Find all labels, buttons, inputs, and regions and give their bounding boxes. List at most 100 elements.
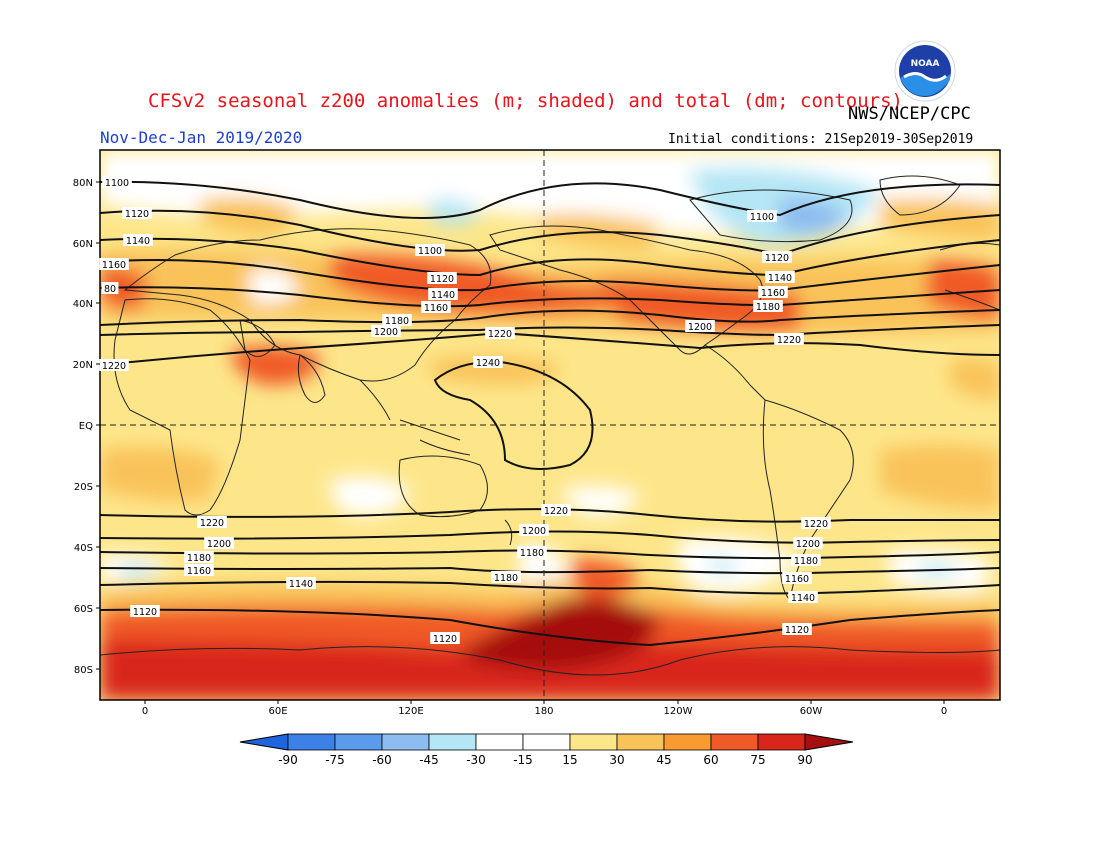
contour-label-bg bbox=[541, 504, 571, 516]
colorbar-swatch bbox=[757, 733, 806, 751]
contour-label-bg bbox=[430, 632, 460, 644]
colorbar-arrow-right bbox=[804, 733, 854, 751]
lat-label: 20S bbox=[74, 482, 93, 493]
contour-label-bg bbox=[197, 516, 227, 528]
colorbar-label: 60 bbox=[703, 753, 718, 767]
contour-label-bg bbox=[765, 271, 795, 283]
contour-label: 1100 bbox=[418, 246, 442, 257]
contour-label-bg bbox=[286, 577, 316, 589]
colorbar-swatch bbox=[522, 733, 571, 751]
contour-label: 1120 bbox=[133, 607, 157, 618]
colorbar-label: 75 bbox=[750, 753, 765, 767]
lon-label: 60E bbox=[268, 706, 287, 717]
initial-conditions: Initial conditions: 21Sep2019-30Sep2019 bbox=[668, 132, 974, 147]
contour-label-bg bbox=[485, 327, 515, 339]
contour-label-bg bbox=[774, 333, 804, 345]
lon-label: 120W bbox=[664, 706, 693, 717]
contour-label: 1120 bbox=[430, 274, 454, 285]
colorbar-swatch bbox=[663, 733, 712, 751]
colorbar-swatch bbox=[381, 733, 430, 751]
contour-label-bg bbox=[122, 207, 152, 219]
colorbar-label: -90 bbox=[278, 753, 298, 767]
contour-label: 1220 bbox=[777, 335, 801, 346]
contour-label-bg bbox=[428, 288, 458, 300]
contour-label: 1200 bbox=[374, 327, 398, 338]
contour-label: 1140 bbox=[126, 236, 150, 247]
contour-label: 1160 bbox=[102, 260, 126, 271]
lon-label: 0 bbox=[941, 706, 947, 717]
contour-label-bg bbox=[415, 244, 445, 256]
colorbar-swatch bbox=[616, 733, 665, 751]
contour-label: 1220 bbox=[804, 519, 828, 530]
contour-label-bg bbox=[102, 176, 132, 188]
agency-label: NWS/NCEP/CPC bbox=[848, 104, 971, 124]
colorbar-label: 30 bbox=[609, 753, 624, 767]
colorbar-label: 15 bbox=[562, 753, 577, 767]
lat-label: 40S bbox=[74, 543, 93, 554]
contour-label: 1200 bbox=[688, 322, 712, 333]
contour-label: 1140 bbox=[768, 273, 792, 284]
colorbar-label: -15 bbox=[513, 753, 533, 767]
contour-label-bg bbox=[99, 258, 129, 270]
contour-label-bg bbox=[101, 282, 119, 294]
contour-label: 1220 bbox=[102, 361, 126, 372]
contour-label: 1180 bbox=[520, 548, 544, 559]
lat-label: 60N bbox=[73, 239, 93, 250]
lon-label: 120E bbox=[398, 706, 423, 717]
contour-label: 1220 bbox=[488, 329, 512, 340]
contour-label-bg bbox=[747, 210, 777, 222]
colorbar-swatch bbox=[475, 733, 524, 751]
contour-label: 1120 bbox=[433, 634, 457, 645]
contour-label: 1140 bbox=[791, 593, 815, 604]
contour-label: 1100 bbox=[750, 212, 774, 223]
contour-label: 1220 bbox=[544, 506, 568, 517]
contour-label-bg bbox=[184, 551, 214, 563]
contour-label-bg bbox=[519, 524, 549, 536]
contour-label: 1140 bbox=[431, 290, 455, 301]
lat-label: EQ bbox=[79, 421, 93, 432]
contour-label-bg bbox=[753, 300, 783, 312]
colorbar-label: 45 bbox=[656, 753, 671, 767]
contour-label-bg bbox=[371, 325, 401, 337]
contour-label-bg bbox=[517, 546, 547, 558]
contour-label-bg bbox=[427, 272, 457, 284]
lat-label: 80S bbox=[74, 665, 93, 676]
map-title: CFSv2 seasonal z200 anomalies (m; shaded… bbox=[148, 90, 903, 112]
contour-label: 1120 bbox=[785, 625, 809, 636]
contour-label: 1180 bbox=[494, 573, 518, 584]
colorbar-label: -45 bbox=[419, 753, 439, 767]
lon-label: 180 bbox=[534, 706, 553, 717]
lon-label: 0 bbox=[142, 706, 148, 717]
lat-label: 20N bbox=[73, 360, 93, 371]
contour-label: 1160 bbox=[424, 303, 448, 314]
contour-label: 1180 bbox=[385, 316, 409, 327]
colorbar-swatch bbox=[334, 733, 383, 751]
contour-label: 80 bbox=[104, 284, 116, 295]
latitude-labels: 80N 60N 40N 20N EQ 20S 40S 60S 80S bbox=[73, 178, 100, 676]
colorbar-swatch bbox=[428, 733, 477, 751]
forecast-period: Nov-Dec-Jan 2019/2020 bbox=[100, 128, 303, 147]
contour-label: 1200 bbox=[522, 526, 546, 537]
colorbar-arrow-left bbox=[239, 733, 289, 751]
contour-label-bg bbox=[491, 571, 521, 583]
colorbar-swatch bbox=[569, 733, 618, 751]
contour-label: 1180 bbox=[794, 556, 818, 567]
contour-label-bg bbox=[791, 554, 821, 566]
contour-label-bg bbox=[782, 623, 812, 635]
contour-label: 1160 bbox=[187, 566, 211, 577]
noaa-logo-text: NOAA bbox=[911, 59, 940, 69]
contour-label: 1160 bbox=[761, 288, 785, 299]
contour-label-bg bbox=[801, 517, 831, 529]
colorbar-label: 90 bbox=[797, 753, 812, 767]
contour-label: 1180 bbox=[756, 302, 780, 313]
contour-label: 1220 bbox=[200, 518, 224, 529]
contour-label-bg bbox=[421, 301, 451, 313]
colorbar-swatch bbox=[287, 733, 336, 751]
contour-label: 1200 bbox=[207, 539, 231, 550]
contour-label-bg bbox=[685, 320, 715, 332]
contour-label-bg bbox=[762, 251, 792, 263]
lat-label: 60S bbox=[74, 604, 93, 615]
noaa-logo-icon: NOAA bbox=[894, 40, 956, 102]
contour-label-bg bbox=[123, 234, 153, 246]
contour-label-bg bbox=[473, 356, 503, 368]
